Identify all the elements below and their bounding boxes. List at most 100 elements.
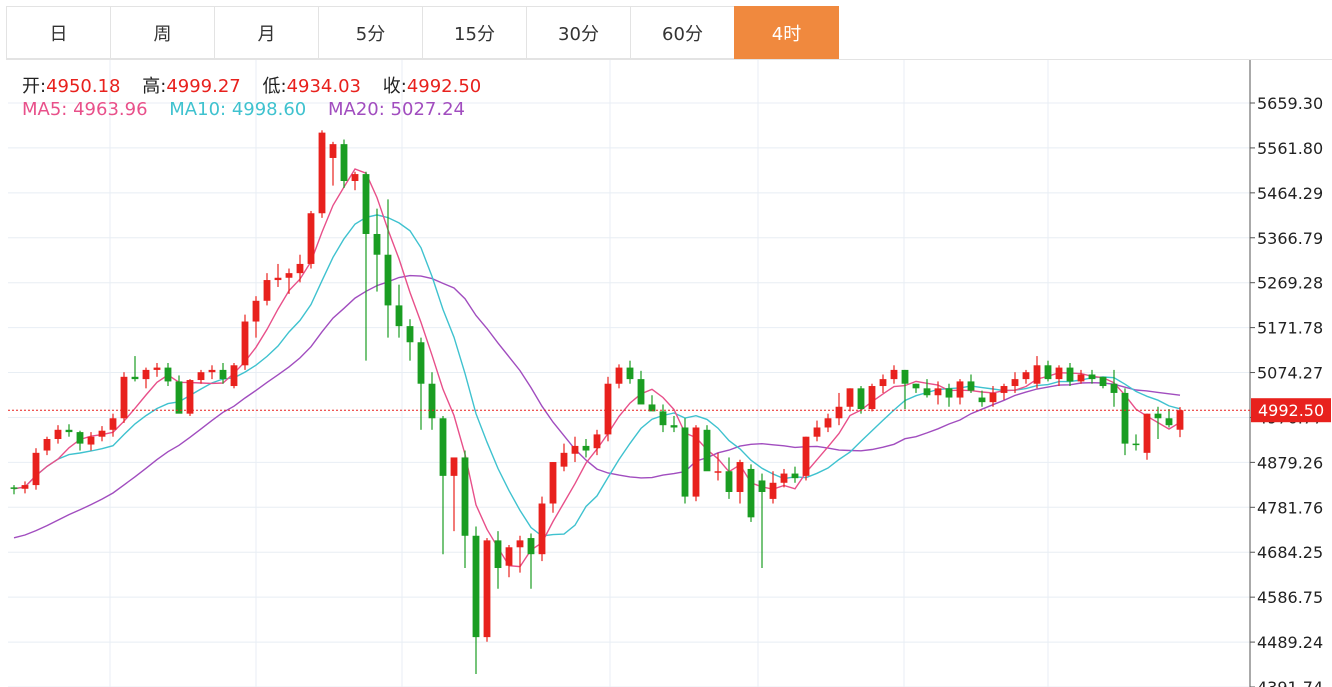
candle-body — [626, 367, 634, 380]
candle-body — [98, 430, 106, 437]
tab-day[interactable]: 日 — [6, 6, 111, 59]
candle-body — [868, 386, 876, 410]
candle-body — [296, 263, 304, 274]
candle-body — [582, 445, 590, 451]
candle-body — [1044, 365, 1052, 380]
candle-body — [813, 427, 821, 437]
candle-body — [714, 471, 722, 473]
candle-body — [1176, 410, 1184, 430]
candle-body — [901, 369, 909, 384]
candle-body — [417, 342, 425, 384]
y-tick-label: 4391.74 — [1257, 678, 1323, 687]
candle-body — [219, 369, 227, 380]
ma20-line — [13, 274, 1181, 539]
candle-body — [131, 376, 139, 380]
candle-body — [373, 233, 381, 255]
candle-body — [1088, 374, 1096, 380]
candle-body — [362, 174, 370, 234]
candle-body — [406, 326, 414, 343]
candle-body — [483, 540, 491, 638]
y-tick-label: 4781.76 — [1257, 498, 1323, 517]
y-tick-label: 4684.25 — [1257, 543, 1323, 562]
candle-body — [340, 144, 348, 182]
candle-body — [351, 174, 359, 182]
candle-body — [725, 471, 733, 492]
candle-body — [494, 540, 502, 569]
candle-body — [1077, 374, 1085, 382]
ma-info: MA5: 4963.96 MA10: 4998.60 MA20: 5027.24 — [22, 99, 465, 120]
candle-body — [571, 445, 579, 454]
y-tick-label: 4586.75 — [1257, 588, 1323, 607]
candle-body — [659, 411, 667, 426]
low-label: 低: — [262, 76, 287, 97]
candle-body — [1154, 413, 1162, 419]
candle-body — [1110, 383, 1118, 393]
candle-body — [329, 144, 337, 158]
candle-body — [604, 383, 612, 435]
y-tick-label: 5171.78 — [1257, 319, 1323, 338]
candle-body — [472, 535, 480, 638]
candle-body — [549, 462, 557, 504]
candle-body — [439, 418, 447, 476]
candle-body — [747, 468, 755, 518]
candle-body — [1143, 413, 1151, 453]
ma10-value: 4998.60 — [231, 99, 307, 120]
candle-body — [692, 427, 700, 497]
candle-body — [516, 540, 524, 548]
candle-body — [76, 432, 84, 444]
y-tick-label: 5269.28 — [1257, 274, 1323, 293]
candle-body — [791, 473, 799, 479]
tab-month[interactable]: 月 — [214, 6, 319, 59]
tab-5min[interactable]: 5分 — [318, 6, 423, 59]
candle-body — [681, 427, 689, 497]
ma20-label: MA20: — [328, 99, 385, 120]
y-tick-label: 5464.29 — [1257, 184, 1323, 203]
candle-body — [978, 397, 986, 403]
candle-body — [967, 381, 975, 391]
last-price-box — [1251, 398, 1331, 423]
ma10-label: MA10: — [169, 99, 227, 120]
candle-body — [1033, 365, 1041, 384]
candle-body — [835, 406, 843, 419]
candle-body — [802, 436, 810, 476]
candle-body — [87, 436, 95, 445]
candle-body — [670, 425, 678, 428]
candle-body — [461, 457, 469, 536]
candle-body — [637, 379, 645, 405]
high-label: 高: — [142, 76, 167, 97]
candle-body — [1022, 372, 1030, 380]
y-tick-label: 5561.80 — [1257, 139, 1323, 158]
candle-body — [857, 388, 865, 410]
tab-15min[interactable]: 15分 — [422, 6, 527, 59]
candle-body — [593, 434, 601, 449]
y-tick-label: 5074.27 — [1257, 364, 1323, 383]
candle-body — [65, 429, 73, 433]
tab-week[interactable]: 周 — [110, 6, 215, 59]
candle-body — [1066, 367, 1074, 382]
candle-body — [153, 367, 161, 370]
y-tick-label: 4489.24 — [1257, 633, 1323, 652]
candle-body — [109, 418, 117, 430]
open-label: 开: — [22, 76, 47, 97]
tab-30min[interactable]: 30分 — [526, 6, 631, 59]
candle-body — [307, 213, 315, 264]
candle-body — [1099, 376, 1107, 387]
candle-body — [384, 254, 392, 306]
candle-body — [274, 277, 282, 281]
candle-body — [318, 132, 326, 214]
candle-body — [1132, 443, 1140, 446]
candle-body — [890, 369, 898, 380]
tab-60min[interactable]: 60分 — [630, 6, 735, 59]
candle-body — [164, 367, 172, 382]
candle-body — [1011, 379, 1019, 387]
candle-body — [538, 503, 546, 555]
candle-body — [989, 392, 997, 403]
candle-body — [120, 376, 128, 419]
candle-body — [824, 418, 832, 428]
candle-body — [197, 372, 205, 381]
tab-4hour[interactable]: 4时 — [734, 6, 839, 59]
candle-body — [615, 367, 623, 384]
close-label: 收: — [382, 76, 407, 97]
candle-body — [945, 388, 953, 398]
